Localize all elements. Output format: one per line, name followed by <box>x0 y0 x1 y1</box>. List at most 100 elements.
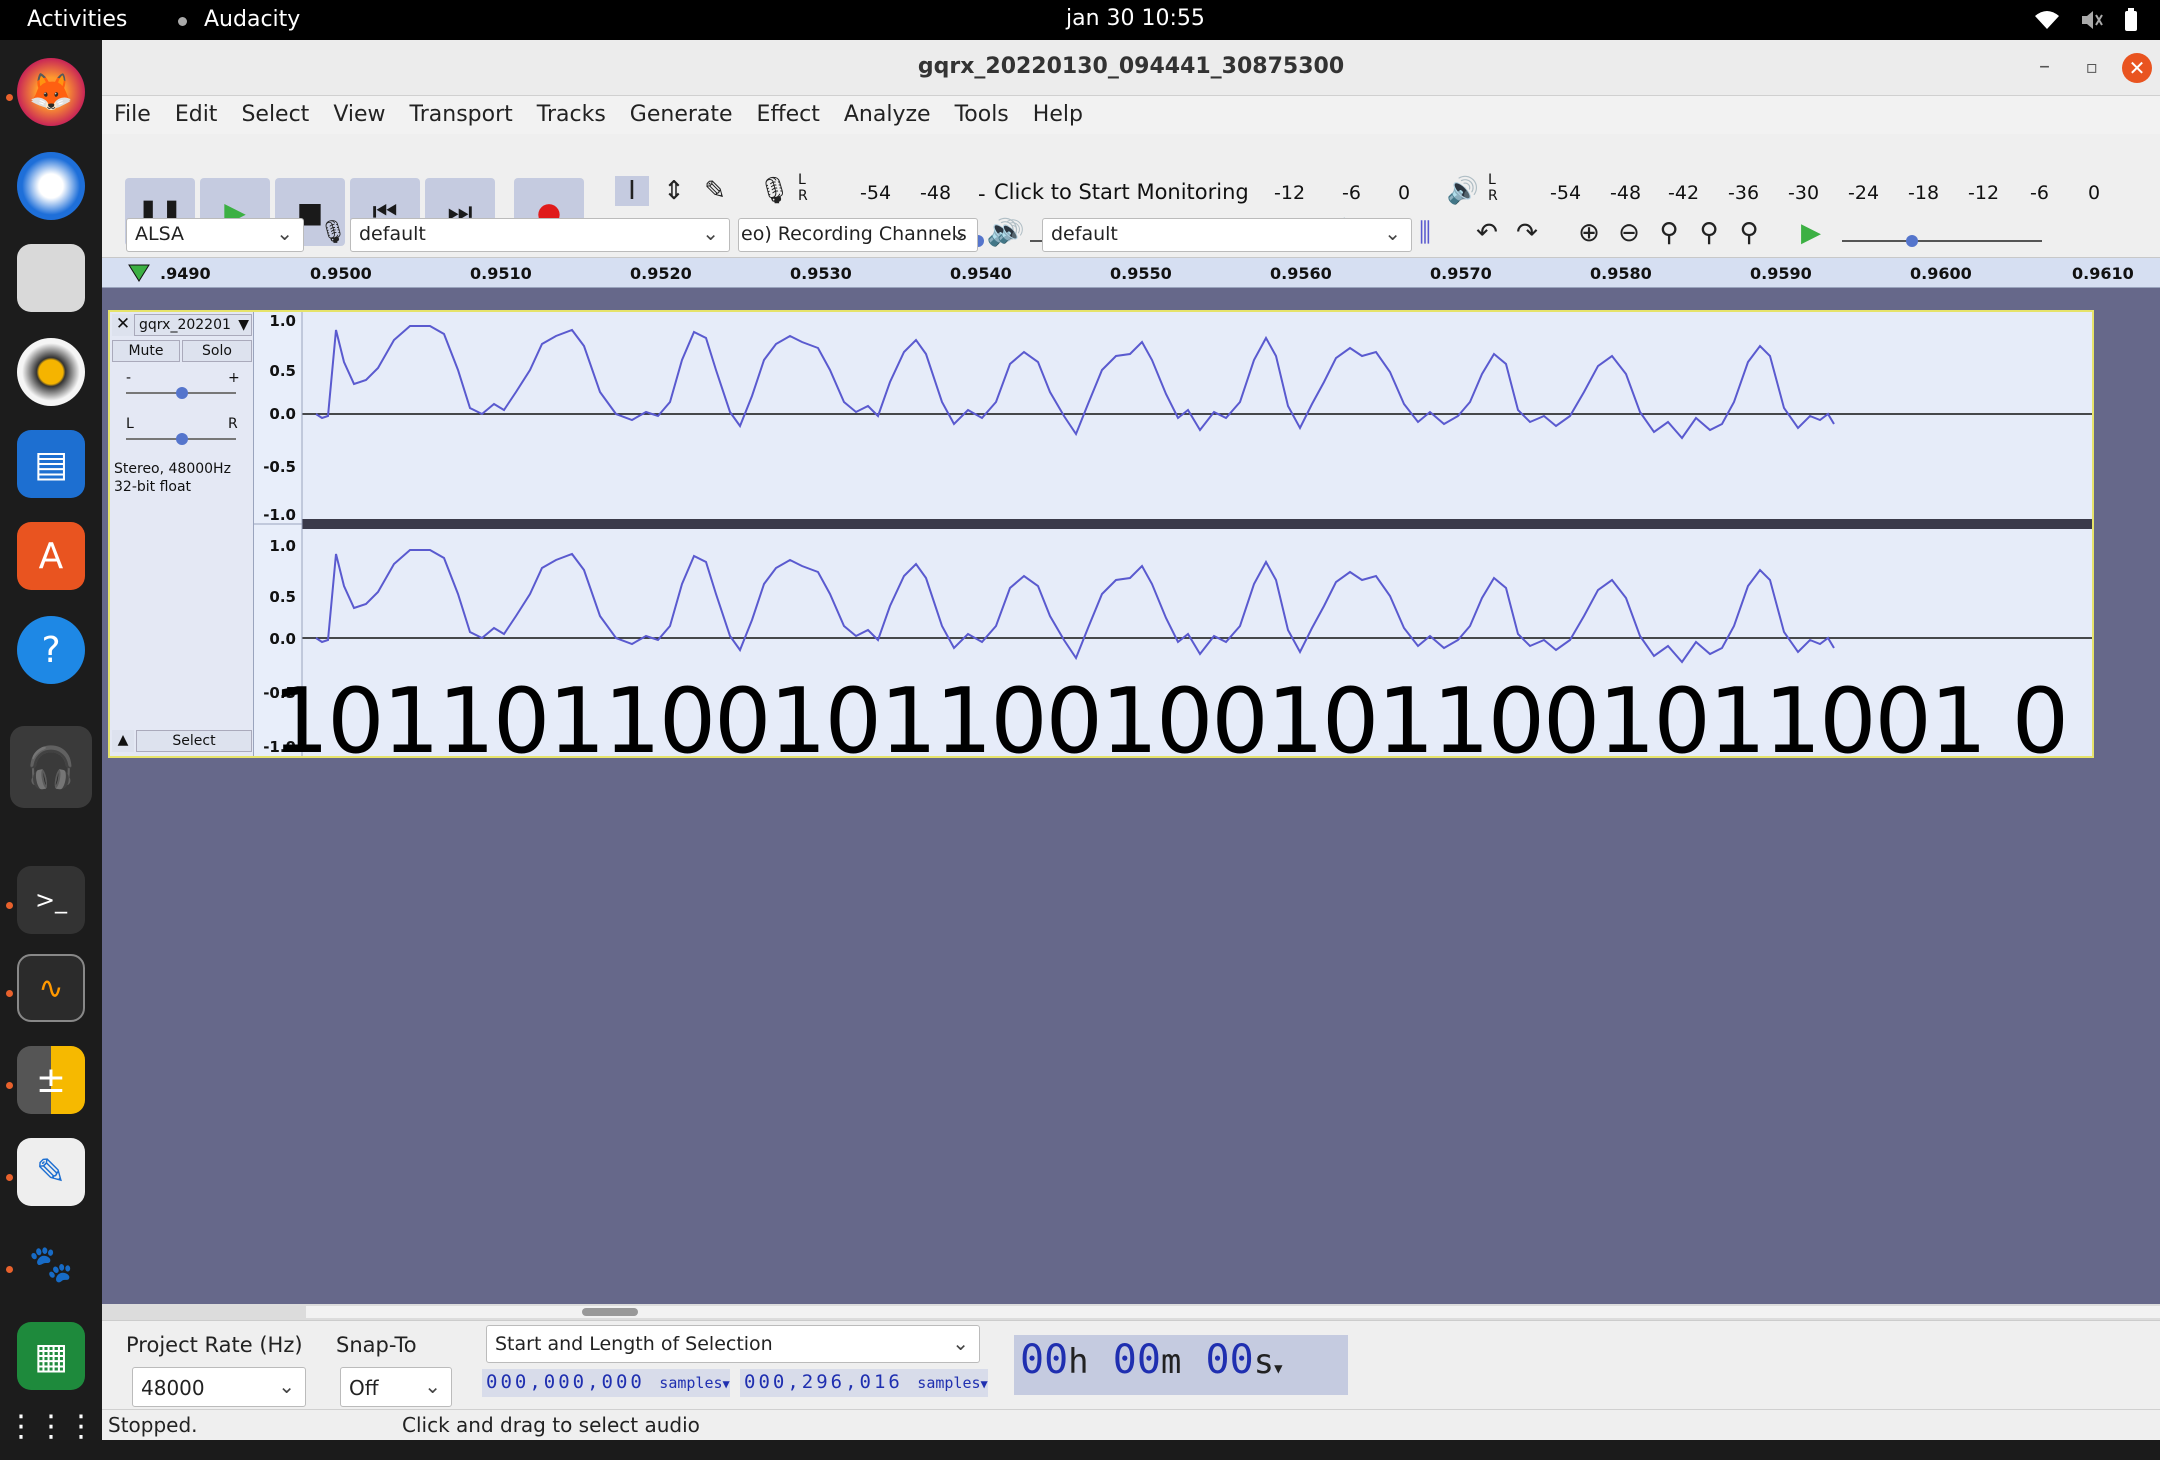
thunderbird-icon[interactable] <box>17 152 85 220</box>
files-icon[interactable] <box>17 244 85 312</box>
menu-analyze[interactable]: Analyze <box>843 102 931 127</box>
writer-icon[interactable]: ▤ <box>17 430 85 498</box>
title-bar[interactable]: gqrx_20220130_094441_30875300 – ▫ ✕ <box>102 40 2160 96</box>
dropdown-arrow-icon: ▼ <box>980 1377 988 1391</box>
help-icon[interactable]: ? <box>17 616 85 684</box>
menu-select[interactable]: Select <box>241 102 310 127</box>
menu-generate[interactable]: Generate <box>629 102 733 127</box>
fit-project-icon[interactable]: ⚲ <box>1699 218 1719 248</box>
scrollbar-thumb[interactable] <box>306 1306 2160 1318</box>
select-track-button[interactable]: Select <box>136 730 252 752</box>
slider-knob[interactable] <box>176 387 188 399</box>
play-speed-slider[interactable] <box>1842 235 2042 247</box>
track-name-menu[interactable]: gqrx_202201 ▼ <box>134 314 252 336</box>
firefox-icon[interactable]: 🦊 <box>17 58 85 126</box>
menu-effect[interactable]: Effect <box>756 102 820 127</box>
menu-tools[interactable]: Tools <box>954 102 1009 127</box>
play-at-speed-icon[interactable]: ▶ <box>1801 218 1821 248</box>
project-rate-select[interactable]: 48000 ⌄ <box>132 1367 306 1407</box>
playback-device-value: default <box>1051 223 1118 245</box>
close-button[interactable]: ✕ <box>2122 53 2152 83</box>
recording-device-icon: 🎙 <box>319 220 347 245</box>
y-axis-label: -1.0 <box>263 506 296 524</box>
recording-channels-select[interactable]: eo) Recording Channels ⌄ <box>738 218 978 252</box>
recording-device-select[interactable]: default ⌄ <box>350 218 730 252</box>
speaker-icon[interactable]: 🔊 <box>1446 176 1480 206</box>
silence-audio-icon[interactable]: ⫼ <box>1419 218 1431 248</box>
menu-tracks[interactable]: Tracks <box>536 102 606 127</box>
draw-tool-icon[interactable]: ✎ <box>704 176 726 206</box>
y-axis-label: 0.5 <box>269 588 296 606</box>
undo-icon[interactable]: ↶ <box>1476 218 1498 248</box>
calculator-icon[interactable]: ± <box>17 1046 85 1114</box>
waveform-display[interactable]: 1.0 0.5 0.0 -0.5 -1.0 1.0 0.5 0.0 -0.5 -… <box>254 312 2092 756</box>
selection-mode-select[interactable]: Start and Length of Selection ⌄ <box>486 1325 980 1363</box>
zoom-in-icon[interactable]: ⊕ <box>1578 218 1600 248</box>
ruler-tick: 0.9540 <box>950 264 1012 283</box>
audio-track[interactable]: ✕ gqrx_202201 ▼ Mute Solo - + L R Stereo,… <box>108 310 2094 758</box>
gain-slider[interactable] <box>126 387 236 399</box>
text-editor-icon[interactable]: ✎ <box>17 1138 85 1206</box>
mute-button[interactable]: Mute <box>112 340 180 362</box>
dropdown-arrow-icon: ▼ <box>1274 1361 1283 1377</box>
zoom-toggle-icon[interactable]: ⚲ <box>1739 218 1759 248</box>
clock[interactable]: jan 30 10:55 <box>1066 6 1205 31</box>
minimize-button[interactable]: – <box>2039 54 2050 79</box>
snap-to-select[interactable]: Off ⌄ <box>340 1367 452 1407</box>
running-indicator <box>6 1266 13 1273</box>
maximize-button[interactable]: ▫ <box>2085 57 2098 78</box>
gimp-icon[interactable]: 🐾 <box>17 1230 85 1298</box>
app-menu[interactable]: Audacity <box>204 7 301 32</box>
scrollbar-grip[interactable] <box>582 1308 638 1316</box>
menu-edit[interactable]: Edit <box>174 102 218 127</box>
pan-right-label: R <box>228 416 238 432</box>
audacity-icon[interactable]: 🎧 <box>10 726 92 808</box>
app-center-icon[interactable]: A <box>17 522 85 590</box>
slider-knob[interactable] <box>1906 235 1918 247</box>
status-divider <box>102 1409 2160 1410</box>
zoom-out-icon[interactable]: ⊖ <box>1618 218 1640 248</box>
running-indicator <box>6 94 13 101</box>
system-tray[interactable] <box>2034 8 2138 32</box>
menu-transport[interactable]: Transport <box>409 102 513 127</box>
play-meter-tick: -54 <box>1550 182 1582 204</box>
play-meter-tick: -18 <box>1908 182 1940 204</box>
track-format-rate: Stereo, 48000Hz <box>114 461 231 477</box>
horizontal-scrollbar[interactable] <box>102 1304 2160 1320</box>
y-axis-label: 0.0 <box>269 630 296 648</box>
show-apps-icon[interactable]: ⋮⋮⋮ <box>6 1408 96 1444</box>
menu-help[interactable]: Help <box>1032 102 1083 127</box>
selection-tool-icon[interactable]: I <box>615 176 649 206</box>
play-head-icon[interactable] <box>128 264 150 282</box>
fit-selection-icon[interactable]: ⚲ <box>1659 218 1679 248</box>
rhythmbox-icon[interactable] <box>17 338 85 406</box>
close-track-icon[interactable]: ✕ <box>112 314 134 336</box>
audio-host-select[interactable]: ALSA ⌄ <box>126 218 304 252</box>
selection-length-field[interactable]: 000,296,016 samples▼ <box>740 1369 988 1397</box>
activities-button[interactable]: Activities <box>27 7 128 32</box>
redo-icon[interactable]: ↷ <box>1516 218 1538 248</box>
audio-position-field[interactable]: 00h 00m 00s▼ <box>1014 1335 1348 1395</box>
timeline-ruler[interactable]: .9490 0.9500 0.9510 0.9520 0.9530 0.9540… <box>102 258 2160 288</box>
playback-device-select[interactable]: default ⌄ <box>1042 218 1412 252</box>
menu-view[interactable]: View <box>333 102 386 127</box>
system-monitor-icon[interactable]: ∿ <box>17 954 85 1022</box>
pan-slider[interactable] <box>126 433 236 445</box>
slider-knob[interactable] <box>176 433 188 445</box>
calc-spreadsheet-icon[interactable]: ▦ <box>17 1322 85 1390</box>
menu-file[interactable]: File <box>114 102 151 127</box>
playback-device-icon: 🔊 <box>997 220 1025 245</box>
collapse-track-icon[interactable]: ▲ <box>112 730 134 752</box>
solo-button[interactable]: Solo <box>182 340 252 362</box>
project-rate-label: Project Rate (Hz) <box>126 1333 303 1357</box>
dropdown-arrow-icon: ▼ <box>238 317 249 333</box>
envelope-tool-icon[interactable]: ⇕ <box>663 176 685 206</box>
pan-left-label: L <box>126 416 134 432</box>
selection-start-value: 000,000,000 <box>486 1371 645 1393</box>
microphone-icon[interactable]: 🎙 <box>757 176 791 206</box>
time-hours: 00 <box>1020 1337 1069 1383</box>
terminal-icon[interactable]: >_ <box>17 866 85 934</box>
start-monitoring-prompt[interactable]: Click to Start Monitoring <box>994 180 1249 204</box>
selection-start-field[interactable]: 000,000,000 samples▼ <box>482 1369 730 1397</box>
